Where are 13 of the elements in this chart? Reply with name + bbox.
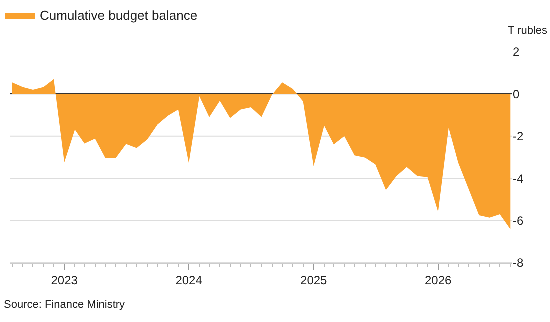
legend-label: Cumulative budget balance — [40, 8, 198, 24]
y-tick-label: -8 — [513, 256, 524, 270]
x-tick-label: 2023 — [51, 273, 78, 288]
source-note: Source: Finance Ministry — [4, 299, 126, 311]
x-tick-label: 2026 — [424, 273, 452, 288]
y-tick-label: -6 — [513, 214, 524, 228]
y-tick-label: 0 — [513, 87, 520, 102]
x-tick-label: 2024 — [176, 273, 203, 288]
y-tick-label: 2 — [513, 45, 520, 60]
x-tick-label: 2025 — [300, 273, 328, 288]
y-axis-title: T rubles — [508, 25, 548, 37]
y-tick-label: -4 — [513, 172, 524, 186]
y-tick-label: -2 — [513, 130, 524, 144]
